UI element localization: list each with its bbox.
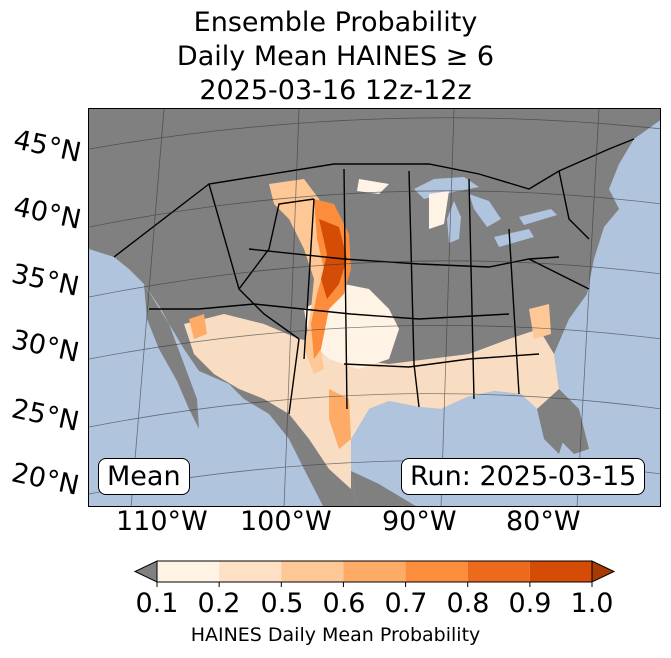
graticule [89,109,660,506]
colorbar-segment [467,561,530,582]
lat-label-40: 40°N [10,191,84,236]
colorbar-under-arrow [133,560,158,583]
lat-label-45: 45°N [10,124,84,169]
stat-label-box: Mean [98,458,190,495]
title-line-2: Daily Mean HAINES ≥ 6 [176,41,495,72]
colorbar-tick: 0.2 [197,588,241,619]
colorbar-frame [156,560,593,583]
great-lakes [414,177,557,247]
colorbar-segment [529,561,592,582]
colorbar-tick: 1.0 [570,588,614,619]
lon-label-100: 100°W [240,506,332,537]
probability-field [184,179,559,489]
colorbar-tick: 0.1 [135,588,179,619]
colorbar-tick: 0.8 [446,588,490,619]
lon-label-80: 80°W [506,506,581,537]
title-line-3: 2025-03-16 12z-12z [199,75,472,106]
florida-land [559,389,589,454]
map-canvas [89,109,660,506]
colorbar-over-arrow [591,560,616,583]
colorbar-tick: 0.6 [322,588,366,619]
colorbar [133,560,616,587]
lon-label-90: 90°W [382,506,457,537]
map-panel [88,108,661,507]
colorbar-tick: 0.9 [508,588,552,619]
lat-label-35: 35°N [8,258,82,303]
colorbar-segment [157,561,220,582]
colorbar-tick: 0.7 [384,588,428,619]
mexico-gulf-land [351,471,416,506]
colorbar-label: HAINES Daily Mean Probability [190,624,481,646]
run-label-box: Run: 2025-03-15 [401,458,646,495]
colorbar-segment [219,561,282,582]
title-line-1: Ensemble Probability [193,7,478,38]
lon-label-110: 110°W [116,506,208,537]
state-borders [113,138,635,415]
lat-label-25: 25°N [8,393,82,438]
colorbar-tick: 0.5 [260,588,304,619]
colorbar-segment [405,561,468,582]
lat-label-20: 20°N [8,457,82,502]
baja-land [144,284,199,429]
lat-label-30: 30°N [8,324,82,369]
colorbar-segment [343,561,406,582]
colorbar-segment [281,561,344,582]
